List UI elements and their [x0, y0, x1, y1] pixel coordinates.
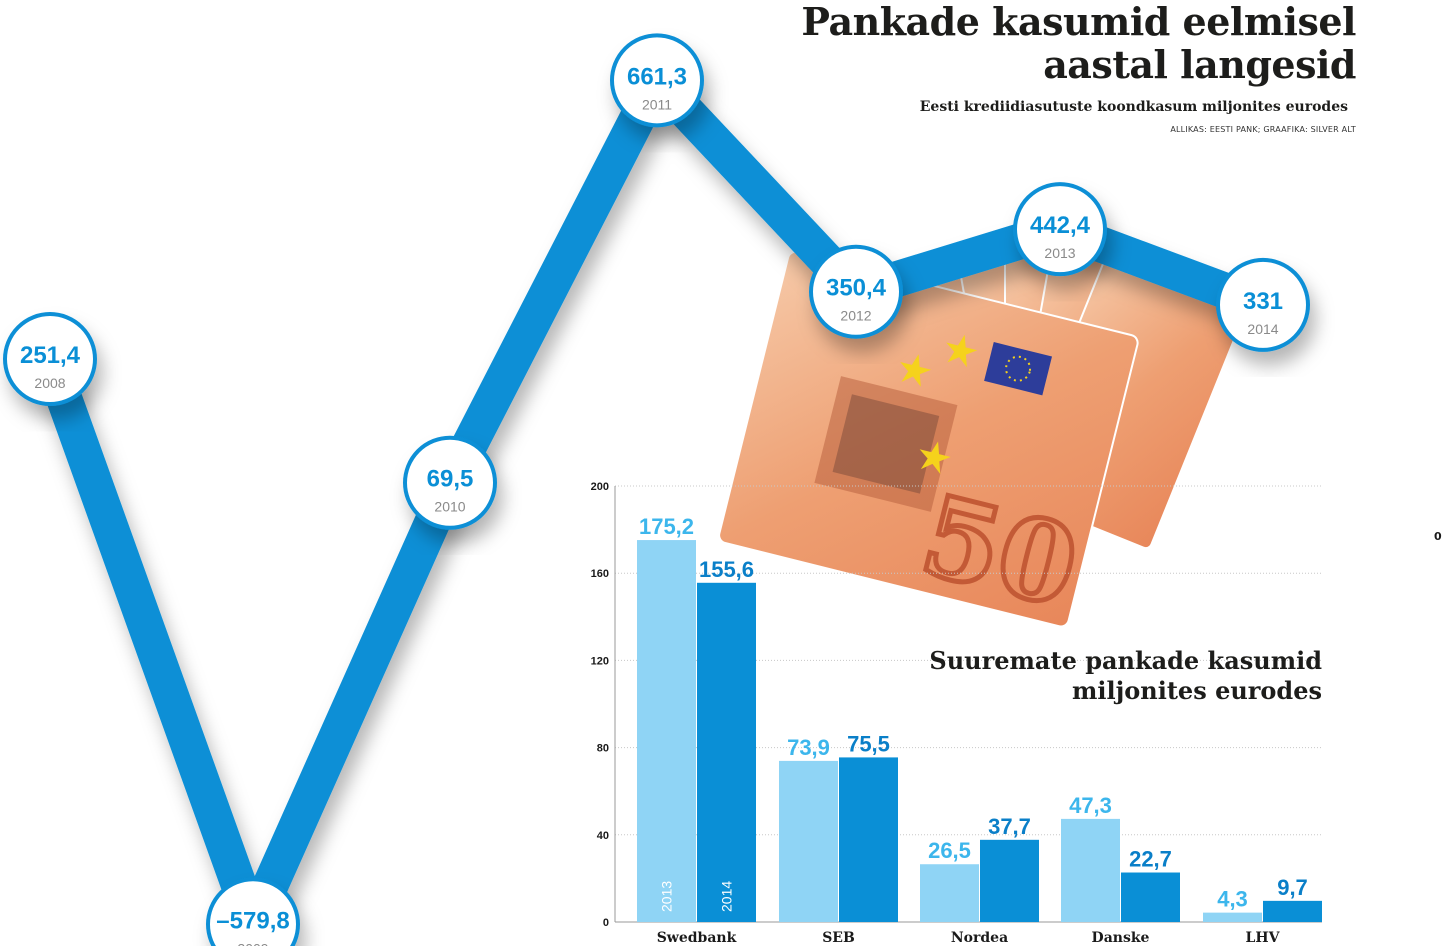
node-circle	[809, 244, 903, 339]
y-tick-label: 160	[591, 568, 609, 580]
node-year-label: 2012	[840, 308, 871, 324]
y-tick-label: 120	[591, 655, 609, 667]
node-year-label: 2010	[434, 499, 465, 515]
node-2011: 661,3 2011	[610, 33, 704, 128]
node-year-label: 2013	[1044, 245, 1075, 261]
node-2013: 442,4 2013	[1013, 182, 1107, 277]
node-circle	[3, 312, 97, 407]
node-2008: 251,4 2008	[3, 312, 97, 407]
source-note: ALLIKAS: EESTI PANK; GRAAFIKA: SILVER AL…	[1170, 125, 1356, 134]
node-value-label: 350,4	[826, 275, 887, 302]
bank-title-line-1: Suuremate pankade kasumid	[929, 646, 1322, 675]
node-value-label: 331	[1243, 288, 1283, 315]
bar-value-label: 22,7	[1129, 847, 1172, 872]
bar-danske-2014	[1121, 872, 1180, 922]
node-2010: 69,5 2010	[403, 435, 497, 530]
node-2012: 350,4 2012	[809, 244, 903, 339]
bar-swedbank-2013	[637, 540, 696, 922]
node-year-label: 2011	[642, 96, 672, 112]
node-circle	[403, 435, 497, 530]
node-circle	[610, 33, 704, 128]
bar-seb-2014	[839, 757, 898, 922]
node-circle	[206, 877, 300, 946]
category-label: Danske	[1092, 930, 1150, 946]
bar-value-label: 37,7	[988, 814, 1031, 839]
bank-bar-chart: 0 40 80 120 160 200 175,2 2013 155,6 2014 Swedbank…	[591, 481, 1322, 946]
node-year-label: 2014	[1247, 321, 1278, 337]
title-line-2: aastal langesid	[1043, 42, 1356, 87]
bar-value-label: 75,5	[847, 731, 890, 756]
y-tick-label: 80	[597, 743, 609, 755]
bar-value-label: 47,3	[1069, 793, 1112, 818]
node-circle	[1013, 182, 1107, 277]
bar-danske-2013	[1061, 818, 1120, 922]
node-2009: –579,8 2009	[206, 877, 300, 946]
bar-seb-2013	[779, 760, 838, 922]
node-value-label: 442,4	[1030, 212, 1091, 239]
bar-year-label: 2014	[719, 881, 735, 912]
category-label: Nordea	[951, 930, 1008, 946]
bar-value-label: 4,3	[1217, 887, 1248, 912]
bar-value-label: 73,9	[787, 735, 830, 760]
bar-year-label: 2013	[659, 881, 675, 912]
bar-nordea-2014	[980, 839, 1039, 922]
bank-title-line-2: miljonites eurodes	[1071, 676, 1322, 705]
node-value-label: 661,3	[627, 63, 687, 90]
node-value-label: 251,4	[20, 342, 81, 369]
bar-value-label: 26,5	[928, 838, 971, 863]
node-value-label: 69,5	[427, 466, 474, 493]
bar-value-label: 155,6	[699, 557, 754, 582]
node-year-label: 2008	[34, 375, 65, 391]
node-2014: 331 2014	[1216, 257, 1310, 352]
chart-subtitle: Eesti krediidiasutuste koondkasum miljon…	[919, 99, 1348, 115]
category-label: SEB	[822, 930, 855, 946]
y-tick-label: 0	[603, 917, 609, 929]
category-label: LHV	[1246, 930, 1281, 946]
banknotes-image: 50	[718, 239, 1250, 635]
bar-lhv-2014	[1263, 900, 1322, 922]
y-tick-label: 200	[591, 481, 609, 493]
profit-line-chart: 251,4 2008 –579,8 2009 69,5 2010 661,3 2011 350,…	[3, 33, 1310, 946]
node-circle	[1216, 257, 1310, 352]
node-value-label: –579,8	[216, 907, 289, 934]
bar-lhv-2013	[1203, 912, 1262, 922]
y-tick-label: 40	[597, 830, 609, 842]
bank-chart-title: Suuremate pankade kasumid miljonites eur…	[929, 646, 1322, 706]
bar-swedbank-2014	[697, 582, 756, 922]
bar-value-label: 9,7	[1277, 875, 1308, 900]
title-line-1: Pankade kasumid eelmisel	[801, 0, 1356, 44]
bar-value-label: 175,2	[639, 514, 694, 539]
category-label: Swedbank	[657, 930, 737, 946]
node-year-label: 2009	[237, 940, 268, 946]
bar-nordea-2013	[920, 864, 979, 922]
page-title: Pankade kasumid eelmisel aastal langesid	[801, 0, 1356, 86]
stray-zero-label: 0	[1434, 530, 1442, 543]
